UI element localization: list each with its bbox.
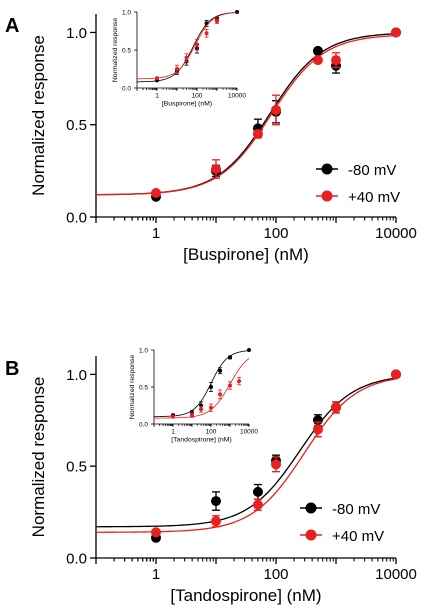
data-point — [218, 368, 223, 373]
panel-label: B — [5, 358, 19, 380]
data-point — [155, 76, 159, 81]
data-point — [312, 415, 323, 426]
fit-curve — [136, 12, 238, 83]
data-point — [209, 405, 213, 410]
y-axis-label: Normalized response — [129, 355, 136, 419]
legend-marker — [305, 502, 317, 514]
legend-marker — [305, 529, 317, 541]
x-axis-label: [Buspirone] (nM) — [183, 245, 309, 264]
legend-label: +40 mV — [332, 528, 384, 545]
data-point — [228, 355, 232, 360]
data-point — [204, 31, 209, 36]
y-tick-label: 0.0 — [139, 421, 148, 428]
data-point — [271, 104, 281, 115]
data-point — [211, 516, 221, 527]
data-point — [175, 67, 179, 71]
data-point — [312, 45, 323, 56]
data-point — [237, 379, 242, 384]
fit-curve — [136, 12, 238, 80]
legend-label: -80 mV — [348, 162, 396, 179]
data-point — [195, 42, 199, 47]
data-point — [331, 55, 341, 66]
x-tick-label: 1 — [171, 429, 175, 436]
data-point — [151, 527, 161, 538]
x-tick-label: 10000 — [375, 225, 417, 242]
data-point — [252, 499, 263, 510]
x-tick-label: 1 — [152, 566, 160, 583]
data-point — [209, 385, 213, 389]
legend-label: -80 mV — [332, 501, 380, 518]
x-tick-label: 100 — [263, 566, 288, 583]
y-tick-label: 0.5 — [66, 117, 87, 134]
data-point — [218, 392, 223, 397]
y-axis-label: Normalized response — [29, 377, 48, 538]
fit-curve — [95, 378, 397, 533]
data-point — [211, 164, 221, 175]
x-axis-label: [Buspirone] (nM) — [162, 101, 212, 108]
data-point — [252, 486, 263, 497]
y-tick-label: 0.5 — [66, 459, 87, 476]
x-tick-label: 10000 — [228, 93, 246, 100]
data-point — [184, 55, 189, 60]
x-tick-label: 1 — [152, 225, 160, 242]
data-point — [171, 414, 175, 419]
panel-label: A — [5, 15, 19, 37]
data-point — [312, 424, 323, 435]
legend-marker — [321, 163, 333, 175]
fit-curve — [95, 34, 397, 196]
inset-chart: 0.0 0.5 1.0 1 100 10000 [Tandospirone] (nM) Nor… — [129, 347, 258, 443]
x-tick-label: 100 — [192, 93, 203, 100]
y-tick-label: 1.0 — [66, 25, 87, 42]
x-tick-label: 10000 — [375, 566, 417, 583]
y-tick-label: 0.5 — [122, 47, 131, 54]
data-point — [151, 188, 161, 199]
data-point — [199, 407, 204, 412]
x-tick-label: 10000 — [240, 429, 258, 436]
data-point — [271, 459, 281, 470]
data-point — [391, 369, 401, 380]
x-tick-label: 100 — [263, 225, 288, 242]
data-point — [252, 128, 263, 139]
y-tick-label: 0.0 — [122, 85, 131, 92]
y-axis-label: Normalized response — [112, 18, 119, 82]
y-tick-label: 1.0 — [66, 367, 87, 384]
data-point — [235, 10, 239, 14]
data-point — [211, 496, 221, 507]
data-point — [228, 383, 232, 388]
y-tick-label: 0.0 — [66, 209, 87, 226]
y-axis-label: Normalized response — [29, 35, 48, 196]
x-tick-label: 100 — [206, 429, 217, 436]
y-tick-label: 0.5 — [139, 384, 148, 391]
legend-label: +40 mV — [348, 189, 400, 206]
x-axis-label: [Tandospirone] (nM) — [170, 586, 321, 605]
x-axis-label: [Tandospirone] (nM) — [171, 437, 231, 444]
data-point — [247, 348, 251, 352]
fit-curve — [154, 358, 250, 419]
fit-curve — [96, 377, 397, 528]
y-tick-label: 1.0 — [139, 347, 148, 354]
fit-curve — [154, 350, 250, 417]
x-tick-label: 1 — [155, 93, 159, 100]
inset-chart: 0.0 0.5 1.0 1 100 10000 [Buspirone] (nM) Normal… — [112, 9, 246, 107]
chart-panel-b: B 0.0 0.5 1.0 1 100 10000 [Tandospirone] (nM) No… — [5, 347, 417, 605]
data-point — [215, 19, 219, 24]
y-tick-label: 0.0 — [66, 550, 87, 567]
data-point — [190, 413, 194, 418]
data-point — [391, 27, 401, 38]
data-point — [312, 55, 323, 66]
chart-panel-a: A 0.0 0.5 1.0 1 100 10000 [Buspirone] (nM) Norma… — [5, 9, 417, 264]
data-point — [331, 402, 341, 413]
legend-marker — [321, 190, 333, 202]
y-tick-label: 1.0 — [122, 9, 131, 16]
